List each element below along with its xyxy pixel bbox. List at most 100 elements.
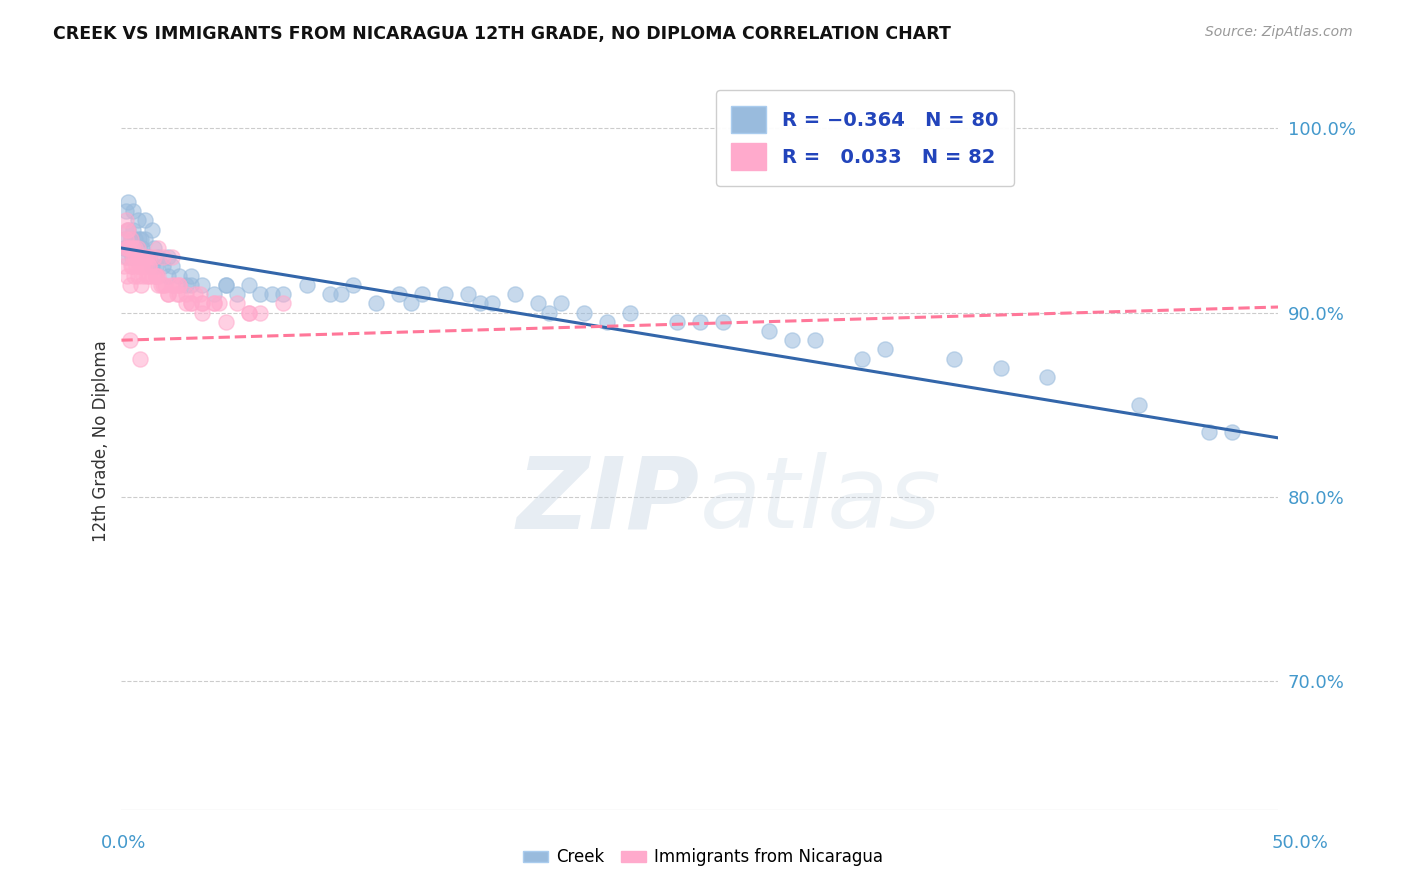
Point [527, 296, 550, 310]
Point [128, 250, 150, 264]
Point [112, 260, 135, 274]
Point [129, 232, 152, 246]
Point [115, 250, 138, 264]
Point [619, 305, 641, 319]
Point [191, 296, 214, 310]
Point [238, 305, 260, 319]
Text: 50.0%: 50.0% [1272, 834, 1329, 852]
Point [145, 268, 167, 283]
Point [122, 268, 145, 283]
Point [120, 241, 142, 255]
Point [226, 287, 249, 301]
Point [127, 268, 149, 283]
Point [180, 296, 202, 310]
Point [127, 241, 149, 255]
Text: 0.0%: 0.0% [101, 834, 146, 852]
Point [758, 324, 780, 338]
Point [127, 250, 149, 264]
Point [295, 277, 318, 292]
Point [145, 268, 167, 283]
Point [503, 287, 526, 301]
Point [127, 241, 149, 255]
Point [538, 305, 561, 319]
Point [572, 305, 595, 319]
Point [990, 360, 1012, 375]
Point [318, 287, 340, 301]
Point [596, 315, 619, 329]
Point [129, 250, 152, 264]
Point [122, 241, 145, 255]
Point [134, 260, 156, 274]
Point [122, 250, 145, 264]
Text: ZIP: ZIP [517, 452, 700, 549]
Text: atlas: atlas [700, 452, 942, 549]
Point [249, 287, 271, 301]
Point [131, 250, 153, 264]
Point [162, 250, 184, 264]
Point [127, 213, 149, 227]
Point [273, 296, 295, 310]
Point [468, 296, 491, 310]
Point [121, 260, 143, 274]
Point [191, 305, 214, 319]
Point [273, 287, 295, 301]
Point [129, 277, 152, 292]
Point [180, 277, 202, 292]
Point [330, 287, 353, 301]
Point [115, 204, 138, 219]
Point [148, 277, 170, 292]
Point [117, 241, 139, 255]
Point [134, 213, 156, 227]
Point [142, 241, 165, 255]
Point [238, 305, 260, 319]
Point [162, 277, 184, 292]
Point [550, 296, 572, 310]
Point [481, 296, 503, 310]
Point [174, 296, 197, 310]
Point [665, 315, 688, 329]
Point [142, 250, 165, 264]
Point [114, 232, 136, 246]
Point [169, 268, 191, 283]
Point [131, 260, 153, 274]
Point [202, 296, 225, 310]
Point [238, 277, 260, 292]
Point [226, 296, 249, 310]
Point [124, 250, 146, 264]
Point [129, 260, 152, 274]
Point [851, 351, 873, 366]
Point [135, 250, 157, 264]
Point [364, 296, 387, 310]
Point [129, 260, 152, 274]
Point [166, 287, 188, 301]
Point [117, 222, 139, 236]
Point [141, 268, 163, 283]
Point [131, 241, 153, 255]
Point [120, 232, 142, 246]
Point [118, 241, 141, 255]
Point [148, 268, 170, 283]
Point [124, 241, 146, 255]
Point [156, 268, 179, 283]
Point [138, 250, 160, 264]
Point [145, 260, 167, 274]
Point [112, 241, 135, 255]
Y-axis label: 12th Grade, No Diploma: 12th Grade, No Diploma [93, 341, 110, 542]
Point [184, 287, 207, 301]
Point [132, 250, 155, 264]
Point [1036, 370, 1059, 384]
Point [138, 268, 160, 283]
Point [138, 260, 160, 274]
Point [134, 232, 156, 246]
Point [411, 287, 433, 301]
Point [115, 268, 138, 283]
Point [1128, 398, 1150, 412]
Point [156, 287, 179, 301]
Point [135, 268, 157, 283]
Point [162, 260, 184, 274]
Text: CREEK VS IMMIGRANTS FROM NICARAGUA 12TH GRADE, NO DIPLOMA CORRELATION CHART: CREEK VS IMMIGRANTS FROM NICARAGUA 12TH … [53, 25, 952, 43]
Point [125, 260, 148, 274]
Point [148, 250, 170, 264]
Point [129, 351, 152, 366]
Point [141, 260, 163, 274]
